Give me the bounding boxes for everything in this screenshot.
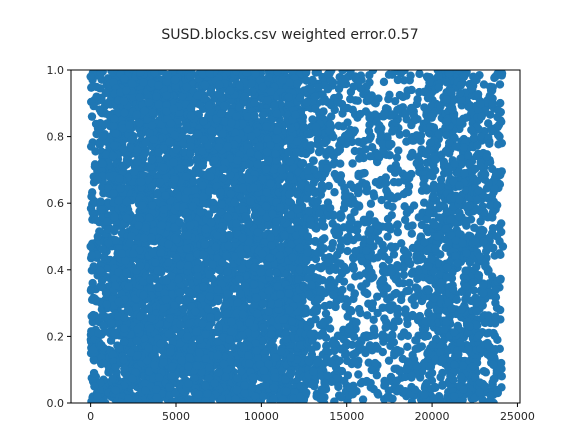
scatter-point <box>293 190 302 199</box>
scatter-point <box>97 282 106 292</box>
scatter-point <box>87 251 97 260</box>
scatter-point <box>154 100 164 109</box>
scatter-point <box>97 165 106 175</box>
scatter-point <box>101 88 111 98</box>
scatter-point <box>172 145 181 154</box>
scatter-point <box>101 150 111 159</box>
scatter-point <box>95 125 104 135</box>
scatter-point <box>98 310 108 319</box>
scatter-point <box>99 321 108 330</box>
scatter-point <box>95 84 105 93</box>
scatter-point <box>95 266 105 275</box>
chart-title: SUSD.blocks.csv weighted error.0.57 <box>161 27 418 43</box>
plot-area <box>86 70 508 403</box>
scatter-point <box>264 73 273 82</box>
scatter-point <box>206 88 215 97</box>
scatter-point <box>89 356 99 365</box>
scatter-point <box>108 374 118 383</box>
scatter-point <box>258 299 268 309</box>
scatter-point <box>86 286 96 295</box>
scatter-point <box>102 299 112 309</box>
scatter-point <box>95 105 104 114</box>
scatter-point <box>103 217 112 226</box>
scatter-point <box>251 293 261 303</box>
scatter-points <box>86 70 508 403</box>
scatter-point <box>124 306 133 315</box>
scatter-point <box>165 137 175 146</box>
scatter-point <box>98 159 107 168</box>
scatter-point <box>97 75 106 84</box>
scatter-point <box>98 244 108 254</box>
scatter-point <box>146 284 156 293</box>
scatter-point <box>179 371 188 380</box>
scatter-point <box>96 197 105 206</box>
scatter-point <box>99 343 108 353</box>
scatter-point <box>198 161 208 170</box>
